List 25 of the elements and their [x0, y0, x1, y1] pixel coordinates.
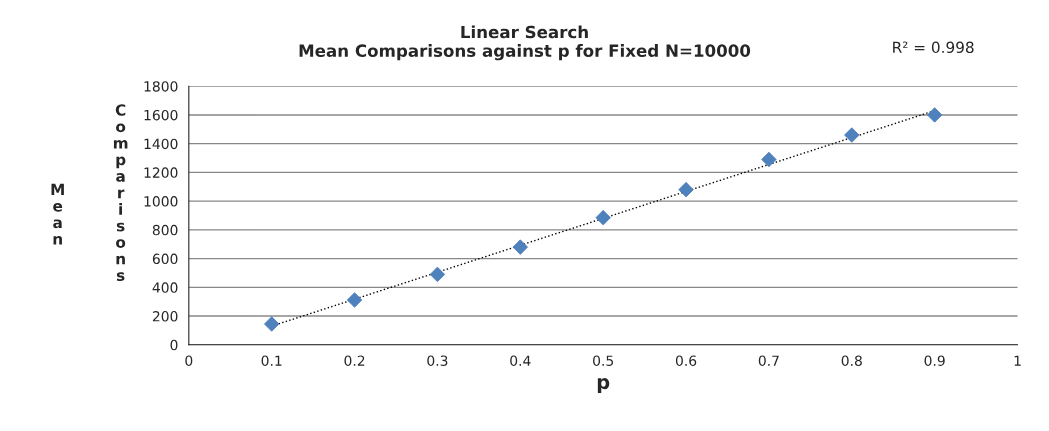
x-tick-label: 1 [1014, 355, 1021, 366]
y-tick-label: 1800 [144, 81, 178, 92]
x-tick-label: 0.4 [510, 355, 531, 366]
x-axis-title: p [597, 378, 610, 394]
y-tick-label: 200 [152, 311, 178, 322]
x-tick-label: 0.7 [758, 355, 779, 366]
text: R² = 0.998 [893, 41, 974, 54]
x-tick-label: 0.2 [344, 355, 365, 366]
x-tick-label: 0.6 [675, 355, 697, 366]
y-tick-label: 1600 [144, 109, 178, 121]
x-tick-label: 0.3 [427, 355, 448, 366]
x-tick-label: 0 [185, 355, 193, 366]
y-tick-label: 1200 [144, 167, 178, 178]
x-tick-label: 0.5 [593, 355, 614, 366]
y-tick-label: 1400 [144, 138, 178, 150]
y-tick-label: 0 [170, 339, 178, 351]
y-tick-label: 400 [152, 282, 178, 293]
x-tick-label: 0.8 [841, 355, 862, 366]
y-tick-label: 800 [152, 224, 178, 236]
y-tick-label: 600 [152, 253, 178, 265]
chart-title: Linear Search Mean Comparisons against p for Fixed N=10000 [299, 25, 751, 61]
y-tick-label: 1000 [144, 196, 178, 207]
x-tick-label: 0.1 [261, 355, 282, 366]
text: Mean Comparisons [51, 104, 128, 282]
x-tick-label: 0.9 [924, 355, 945, 366]
